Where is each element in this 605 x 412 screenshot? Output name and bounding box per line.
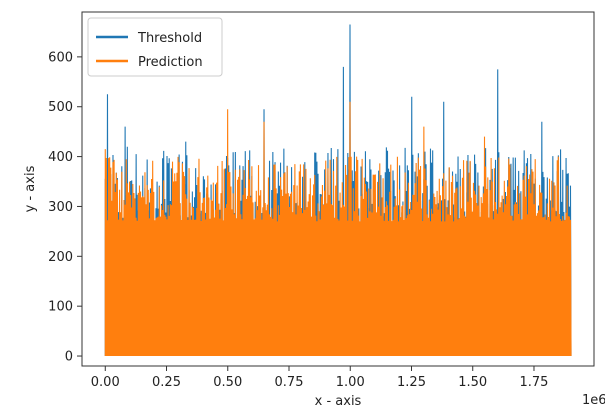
- x-tick-label: 0.50: [213, 375, 242, 390]
- plot-area: [104, 24, 572, 357]
- x-tick-label: 1.25: [397, 375, 426, 390]
- y-tick-label: 600: [48, 50, 73, 65]
- y-axis-title: y - axis: [23, 165, 38, 212]
- y-tick-label: 0: [65, 350, 73, 365]
- axis-ticks: 0.00 0.25 0.50 0.75 1.00 1.25 1.50 1.75 0 100 200 3…: [48, 50, 548, 390]
- x-axis-offset-label: 1e6: [582, 393, 605, 408]
- x-axis-title: x - axis: [315, 394, 362, 409]
- y-tick-label: 100: [48, 300, 73, 315]
- y-tick-label: 400: [48, 150, 73, 165]
- series-line-threshold: [104, 24, 572, 357]
- x-tick-label: 1.75: [520, 375, 549, 390]
- legend-label-threshold: Threshold: [137, 31, 202, 46]
- x-tick-label: 0.25: [152, 375, 181, 390]
- x-tick-label: 1.50: [458, 375, 487, 390]
- legend: Threshold Prediction: [87, 17, 223, 77]
- y-tick-label: 200: [48, 250, 73, 265]
- y-tick-label: 500: [48, 100, 73, 115]
- legend-label-prediction: Prediction: [138, 55, 203, 70]
- x-tick-label: 0.75: [275, 375, 304, 390]
- y-tick-label: 300: [48, 200, 73, 215]
- x-tick-label: 1.00: [336, 375, 365, 390]
- axes-frame: [81, 11, 595, 367]
- series-line-prediction: [104, 101, 572, 357]
- x-tick-label: 0.00: [91, 375, 120, 390]
